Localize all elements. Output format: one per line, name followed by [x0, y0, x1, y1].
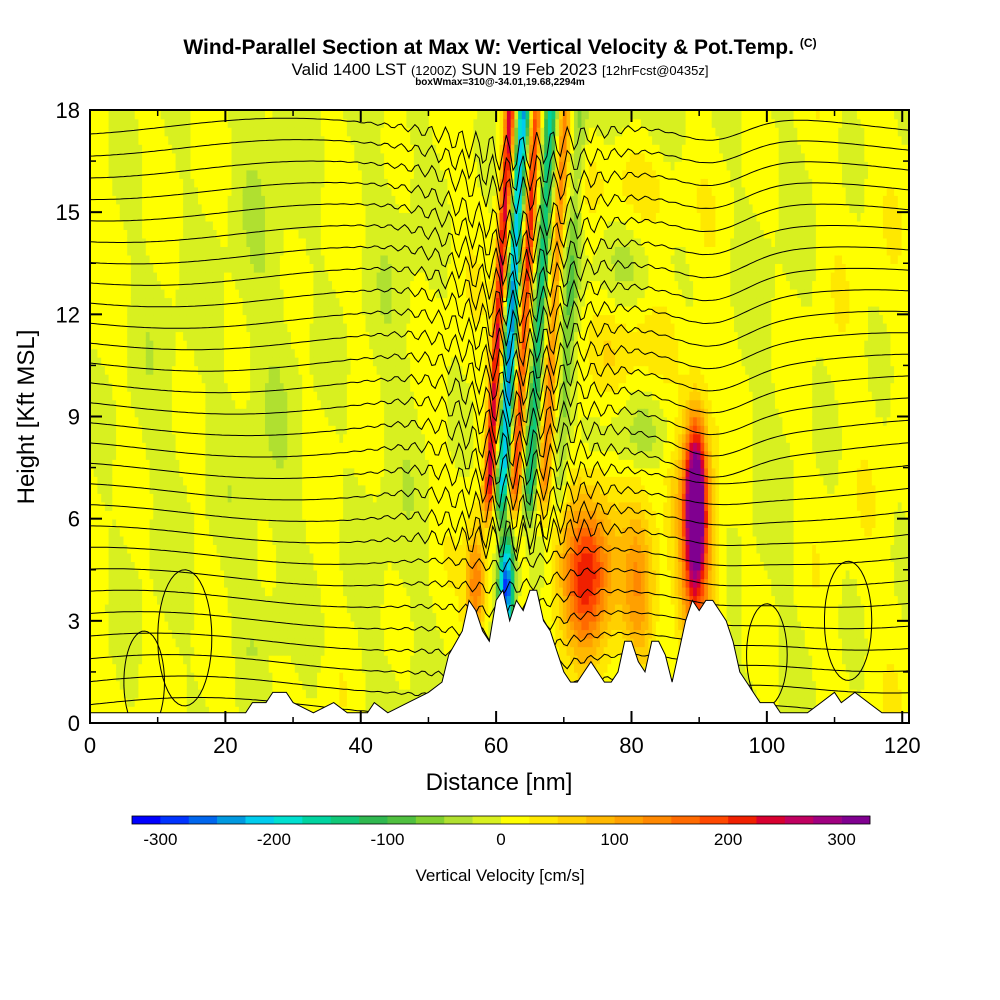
cross-section-chart: 0 20 40 60 80 100 1200369121518 Distance [nm] …: [0, 0, 1000, 1000]
